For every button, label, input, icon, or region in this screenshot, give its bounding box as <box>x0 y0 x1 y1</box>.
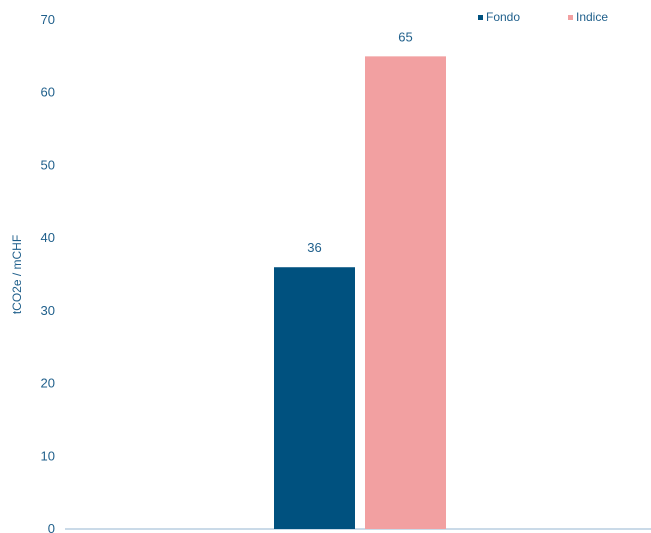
legend: Fondo Indice <box>478 10 608 24</box>
y-tick-label: 30 <box>41 303 55 318</box>
data-label-fondo: 36 <box>307 240 321 255</box>
legend-label-fondo: Fondo <box>486 10 520 24</box>
y-axis: 0 10 20 30 40 50 60 70 <box>41 12 55 533</box>
y-tick-label: 60 <box>41 85 55 100</box>
legend-swatch-indice <box>568 15 573 20</box>
data-labels: 36 65 <box>307 29 412 255</box>
bars <box>274 56 446 529</box>
y-tick-label: 40 <box>41 230 55 245</box>
y-axis-title: tCO2e / mCHF <box>10 235 24 314</box>
y-tick-label: 70 <box>41 12 55 27</box>
bar-indice <box>365 56 446 529</box>
legend-swatch-fondo <box>478 15 483 20</box>
data-label-indice: 65 <box>398 29 412 44</box>
bar-fondo <box>274 267 355 529</box>
y-tick-label: 50 <box>41 157 55 172</box>
legend-label-indice: Indice <box>576 10 608 24</box>
y-tick-label: 10 <box>41 448 55 463</box>
y-tick-label: 20 <box>41 376 55 391</box>
y-tick-label: 0 <box>48 521 55 533</box>
